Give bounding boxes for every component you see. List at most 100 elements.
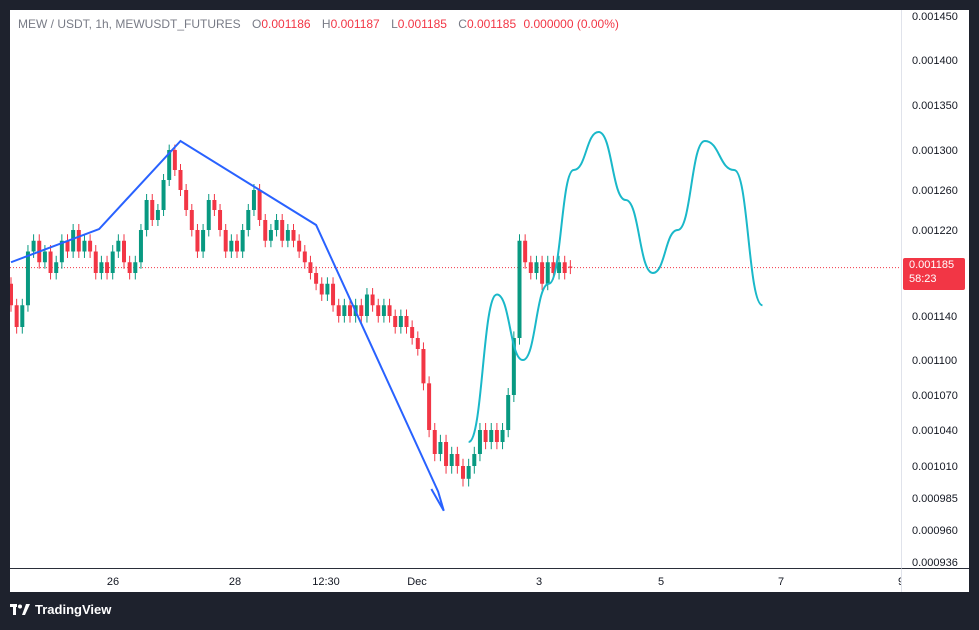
candle xyxy=(302,251,307,263)
candle xyxy=(218,210,223,230)
price-tick-label: 0.001070 xyxy=(912,390,958,402)
price-tick-label: 0.001140 xyxy=(912,311,957,323)
candle xyxy=(285,230,290,241)
candle xyxy=(14,305,19,327)
candle xyxy=(331,283,336,306)
tradingview-brand[interactable]: TradingView xyxy=(10,602,111,617)
candle xyxy=(359,305,364,316)
symbol-title[interactable]: MEW / USDT, 1h, MEWUSDT_FUTURES xyxy=(18,17,241,31)
projection-curve xyxy=(467,130,764,443)
candle xyxy=(10,283,13,306)
candle xyxy=(319,283,324,295)
candle xyxy=(150,200,155,220)
time-tick-label: 12:30 xyxy=(312,576,340,588)
candle xyxy=(461,466,465,479)
time-tick-label: 3 xyxy=(536,576,542,588)
candle xyxy=(110,251,115,273)
candle xyxy=(376,305,381,316)
candle xyxy=(133,262,138,273)
price-tick-label: 0.001400 xyxy=(912,55,958,67)
candle xyxy=(178,170,183,190)
price-plot[interactable] xyxy=(10,10,901,568)
high-key: H xyxy=(321,17,331,31)
candle xyxy=(246,210,251,230)
price-tick-label: 0.001010 xyxy=(912,461,958,473)
price-tick-label: 0.001450 xyxy=(912,11,958,23)
candle xyxy=(562,262,567,273)
candle xyxy=(99,262,104,273)
chart-pane[interactable]: MEW / USDT, 1h, MEWUSDT_FUTURES O0.00118… xyxy=(10,10,901,568)
candle xyxy=(257,190,262,220)
candle xyxy=(494,430,499,442)
price-axis: 0.001450 0.001400 0.001350 0.001300 0.001260… xyxy=(912,11,958,569)
candle xyxy=(500,430,505,442)
candle xyxy=(449,454,454,466)
candle xyxy=(528,262,533,273)
candle xyxy=(82,240,87,252)
price-tick-label: 0.001100 xyxy=(912,355,957,367)
candle xyxy=(93,251,98,273)
price-tick-label: 0.000985 xyxy=(912,493,958,505)
candle xyxy=(59,240,64,263)
candle xyxy=(551,262,556,273)
candle xyxy=(54,262,59,273)
candle xyxy=(212,200,217,210)
candle xyxy=(161,180,166,210)
candle xyxy=(557,262,562,273)
time-tick-label: Dec xyxy=(407,576,427,588)
candle xyxy=(381,305,386,316)
candle xyxy=(427,383,432,430)
candle xyxy=(155,210,160,220)
candle xyxy=(167,150,172,180)
time-tick-label: 28 xyxy=(229,576,241,588)
candle xyxy=(31,240,36,252)
candle xyxy=(444,442,449,466)
close-key: C xyxy=(458,17,467,31)
candle xyxy=(523,240,528,263)
candle xyxy=(268,230,273,241)
candle xyxy=(116,240,121,252)
candle xyxy=(455,454,460,466)
candle xyxy=(48,251,53,273)
price-tick-label: 0.000936 xyxy=(912,557,958,568)
pattern-trend-line xyxy=(10,139,445,512)
candle xyxy=(506,395,511,430)
price-tick-label: 0.001260 xyxy=(912,185,958,197)
current-price-label: 0.001185 58:23 xyxy=(903,258,965,290)
candle xyxy=(432,430,437,454)
candle xyxy=(421,349,426,384)
candle xyxy=(20,305,25,327)
price-tick-label: 0.000960 xyxy=(912,525,958,537)
candle xyxy=(105,262,110,273)
candle xyxy=(127,262,132,273)
high-value: 0.001187 xyxy=(330,17,380,31)
candle xyxy=(42,251,47,263)
candle xyxy=(348,305,352,316)
bar-countdown: 58:23 xyxy=(909,273,937,285)
candle xyxy=(393,316,398,327)
price-tick-label: 0.001220 xyxy=(912,225,958,237)
tradingview-logo-icon xyxy=(10,603,30,615)
candle xyxy=(201,230,206,252)
candle xyxy=(534,262,539,273)
candle xyxy=(517,240,522,338)
price-tick-label: 0.001300 xyxy=(912,145,958,157)
scale-corner[interactable] xyxy=(901,568,969,592)
candle xyxy=(404,316,409,327)
time-tick-label: 26 xyxy=(107,576,119,588)
price-tick-label: 0.001350 xyxy=(912,100,958,112)
symbol-legend: MEW / USDT, 1h, MEWUSDT_FUTURES O0.00118… xyxy=(18,17,619,31)
candle xyxy=(223,230,228,252)
candle xyxy=(229,240,234,252)
candle xyxy=(297,240,302,252)
candle xyxy=(235,240,239,252)
candle xyxy=(545,262,550,284)
open-value: 0.001186 xyxy=(261,17,311,31)
candle xyxy=(410,327,415,338)
candle xyxy=(387,305,392,316)
candle xyxy=(280,220,285,241)
time-tick-label: 7 xyxy=(778,576,784,588)
low-value: 0.001185 xyxy=(397,17,447,31)
candle xyxy=(364,294,369,316)
